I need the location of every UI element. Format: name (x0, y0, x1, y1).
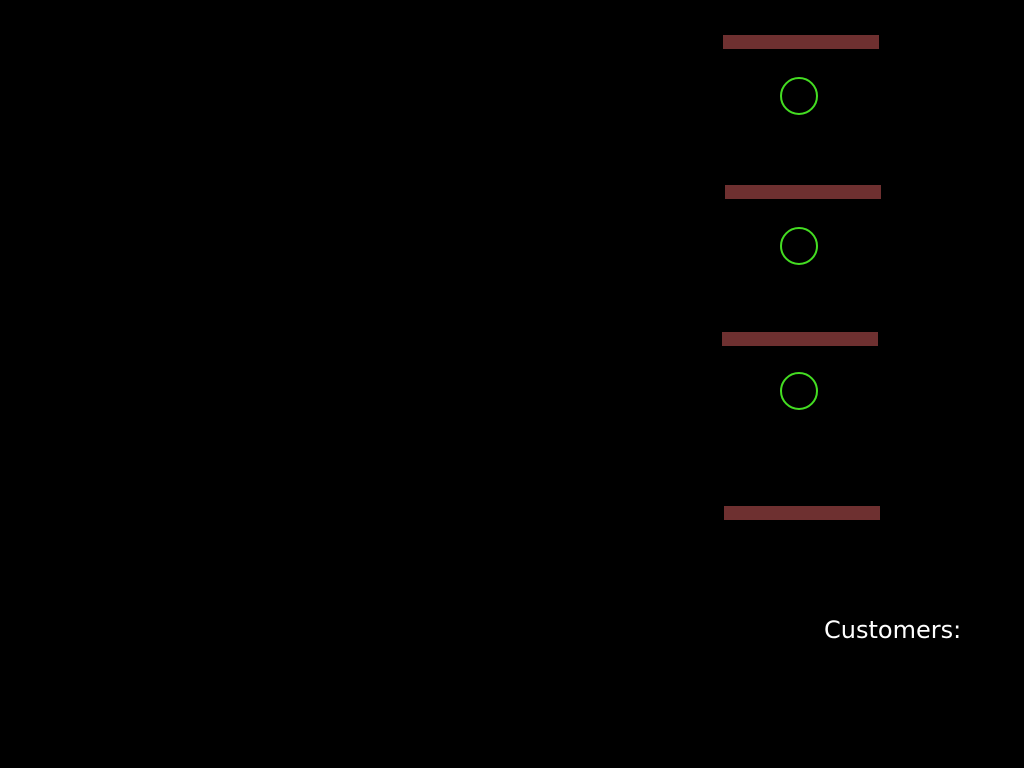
seat-circle[interactable] (780, 227, 818, 265)
counter-bar (724, 506, 880, 520)
counter-bar (722, 332, 878, 346)
seat-circle[interactable] (780, 372, 818, 410)
customers-label: Customers: (824, 616, 962, 644)
counter-bar (723, 35, 879, 49)
seat-circle[interactable] (780, 77, 818, 115)
counter-bar (725, 185, 881, 199)
